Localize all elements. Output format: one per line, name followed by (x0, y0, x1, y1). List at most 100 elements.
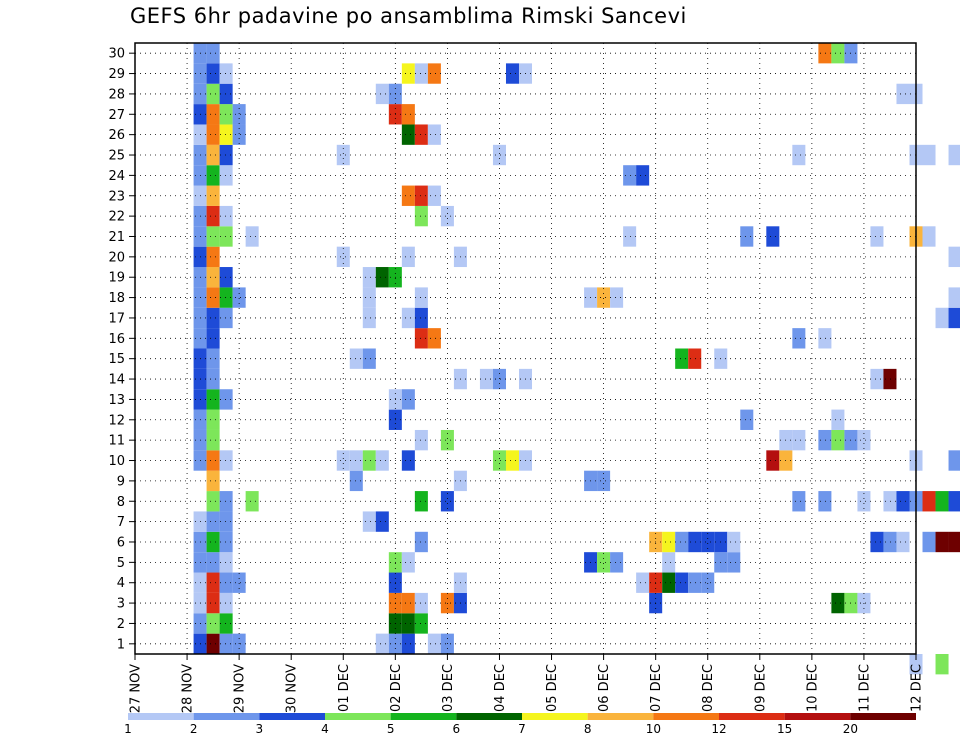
heatmap-cell (922, 531, 936, 553)
y-tick-label: 20 (108, 250, 125, 265)
heatmap-cell (206, 613, 220, 634)
heatmap-cell (206, 63, 220, 84)
heatmap-cell (935, 654, 949, 675)
colorbar-swatch (456, 713, 522, 720)
heatmap-cell (597, 552, 611, 573)
x-tick-label: 06 DEC (597, 664, 612, 712)
heatmap-cell (479, 368, 493, 390)
y-tick-label: 29 (108, 67, 125, 82)
y-tick-label: 7 (117, 515, 125, 530)
heatmap-cell (909, 654, 923, 675)
x-tick-label: 10 DEC (805, 664, 820, 712)
heatmap-cell (440, 205, 454, 227)
heatmap-cell (792, 144, 806, 166)
heatmap-cell (766, 450, 780, 471)
heatmap-cell (662, 531, 676, 553)
heatmap-cell (375, 633, 389, 654)
heatmap-cell (206, 287, 220, 308)
heatmap-cell (597, 287, 611, 308)
y-tick-label: 17 (108, 311, 125, 326)
heatmap-cell (688, 531, 702, 553)
heatmap-cell (831, 429, 845, 451)
heatmap-cell (675, 572, 689, 593)
colorbar-swatch (193, 713, 260, 720)
heatmap-cell (414, 592, 428, 614)
heatmap-cell (935, 531, 949, 553)
heatmap-cell (232, 124, 246, 145)
heatmap-cell (675, 531, 689, 553)
heatmap-cell (232, 572, 246, 593)
heatmap-cell (883, 531, 897, 553)
heatmap-cell (362, 287, 376, 308)
heatmap-cell (219, 633, 233, 654)
heatmap-cell (414, 613, 428, 634)
x-tick-label: 04 DEC (493, 664, 508, 712)
x-tick-label: 12 DEC (910, 664, 925, 712)
heatmap-cell (349, 348, 363, 369)
colorbar-label: 3 (256, 722, 264, 736)
heatmap-cell (362, 450, 376, 471)
heatmap-cell (740, 409, 754, 430)
heatmap-cell (870, 226, 884, 247)
colorbar-swatch (719, 713, 785, 720)
heatmap-cell (219, 531, 233, 553)
heatmap-cell (362, 348, 376, 369)
heatmap-cell (336, 246, 350, 268)
heatmap-cell (206, 348, 220, 369)
heatmap-cell (623, 226, 637, 247)
y-tick-label: 24 (108, 169, 125, 184)
heatmap-cell (206, 246, 220, 268)
heatmap-cell (206, 572, 220, 593)
heatmap-cell (610, 287, 624, 308)
heatmap-cell (401, 552, 415, 573)
heatmap-cell (948, 307, 960, 329)
heatmap-cell (414, 205, 428, 227)
x-tick-label: 05 DEC (545, 664, 560, 712)
heatmap-cell (831, 592, 845, 614)
heatmap-cell (948, 144, 960, 166)
heatmap-cell (219, 450, 233, 471)
heatmap-cell (883, 491, 897, 512)
colorbar-swatch (128, 713, 194, 720)
heatmap-cell (610, 552, 624, 573)
heatmap-cell (636, 165, 650, 186)
heatmap-cell (219, 205, 233, 227)
heatmap-cell (492, 450, 506, 471)
heatmap-cell (414, 328, 428, 349)
heatmap-cell (701, 531, 715, 553)
y-axis: 1234567891011121314151617181920212223242… (108, 47, 135, 652)
y-tick-label: 14 (108, 373, 125, 388)
heatmap-cell (701, 572, 715, 593)
heatmap-cell (948, 450, 960, 471)
heatmap-cell (219, 267, 233, 288)
heatmap-cell (206, 531, 220, 553)
heatmap-cell (935, 307, 949, 329)
y-tick-label: 23 (108, 189, 125, 204)
heatmap-cell (375, 511, 389, 532)
colorbar-label: 6 (453, 722, 461, 736)
heatmap-cell (336, 144, 350, 166)
y-tick-label: 16 (108, 332, 125, 347)
x-tick-label: 09 DEC (753, 664, 768, 712)
y-tick-label: 8 (117, 495, 125, 510)
y-tick-label: 12 (108, 413, 125, 428)
x-tick-label: 07 DEC (649, 664, 664, 712)
heatmap-cell (935, 491, 949, 512)
heatmap-cell (219, 511, 233, 532)
heatmap-cell (440, 429, 454, 451)
heatmap-cell (336, 450, 350, 471)
heatmap-cell (362, 511, 376, 532)
heatmap-cell (857, 429, 871, 451)
heatmap-cell (427, 185, 441, 206)
heatmap-cell (206, 470, 220, 492)
heatmap-cell (414, 531, 428, 553)
heatmap-cell (206, 491, 220, 512)
colorbar-swatch (653, 713, 719, 720)
colorbar-label: 5 (387, 722, 395, 736)
colorbar-swatch (850, 713, 916, 720)
heatmap-cell (505, 63, 519, 84)
heatmap-cell (792, 328, 806, 349)
y-tick-label: 27 (108, 108, 125, 123)
heatmap-cell (414, 124, 428, 145)
heatmap-cell (727, 552, 741, 573)
